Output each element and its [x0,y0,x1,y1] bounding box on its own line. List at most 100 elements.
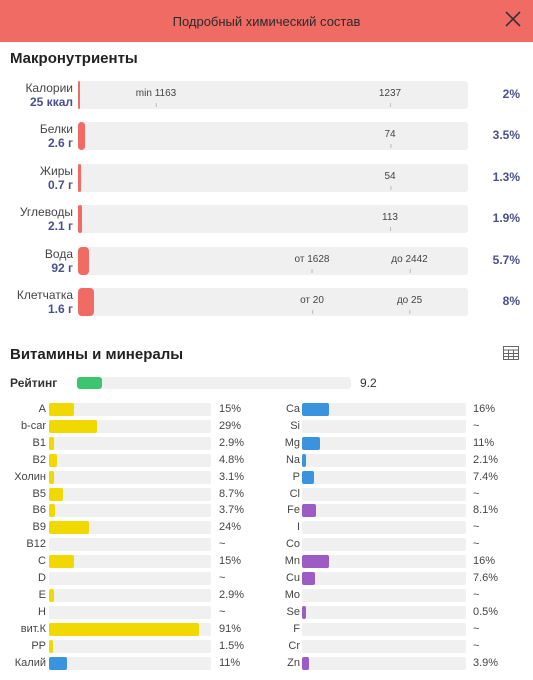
nutrient-name: b-car [20,419,46,432]
nutrient-name: Cr [288,639,300,652]
nutrient-row: Fe 8.1% [0,503,533,519]
norm-marker: от 1628 [295,254,329,273]
nutrient-percent: 3.1% [219,470,245,483]
macro-bar: 113 [78,205,468,233]
nutrient-percent: 2.9% [219,588,245,601]
nutrient-bar [302,538,466,552]
norm-marker-label: от 20 [300,295,324,306]
nutrient-name: Se [286,605,300,618]
rating-value: 9.2 [360,376,377,390]
nutrient-bar [49,555,211,569]
modal-header: Подробный химический состав [0,0,533,42]
nutrient-bar [302,639,466,653]
norm-marker-tick [390,144,391,148]
nutrient-row: A 15% [0,402,533,418]
nutrient-bar [302,622,466,636]
macro-row: Белки 2.6 г 74 3.5% [0,122,533,152]
nutrient-percent: 16% [473,403,496,415]
nutrient-bar [302,453,466,467]
nutrient-row: F ~ [0,622,533,638]
norm-marker: 74 [384,129,396,148]
nutrient-row: Cr ~ [0,639,533,655]
macro-amount: 2.6 г [47,136,73,150]
nutrient-row: Mn 16% [0,554,533,570]
nutrient-name: Холин [14,470,46,483]
norm-marker-label: 1237 [378,88,402,99]
nutrient-name: I [296,521,300,534]
nutrient-name: B2 [32,453,46,466]
nutrient-bar [49,605,211,619]
norm-marker-label: 113 [382,212,398,223]
nutrient-name: Na [285,453,300,466]
nutrient-name: Si [290,419,300,432]
nutrient-bar [302,588,466,602]
nutrient-name: Co [285,538,300,551]
nutrient-bar-fill [49,436,54,450]
nutrient-name: вит.К [20,622,46,635]
nutrient-name: B6 [32,504,46,517]
norm-marker-tick [311,269,313,273]
nutrient-row: Cu 7.6% [0,571,533,587]
nutrient-row: Na 2.1% [0,453,533,469]
nutrient-row: P 7.4% [0,470,533,486]
nutrient-bar-fill [49,588,54,602]
nutrient-percent: 7.4% [473,470,499,483]
nutrient-bar [302,403,466,416]
macro-percent: 3.5% [492,128,520,142]
nutrient-row: B5 8.7% [0,487,533,503]
nutrient-row: I ~ [0,520,533,536]
nutrient-row: B9 24% [0,520,533,536]
norm-marker-tick [390,186,391,190]
nutrient-bar-fill [49,622,200,636]
nutrient-name: Cu [285,572,300,584]
nutrient-bar-fill [49,521,89,535]
norm-marker: 54 [384,171,396,190]
nutrient-percent: ~ [219,605,226,618]
nutrient-name: B5 [32,487,46,500]
macro-percent: 1.9% [492,211,520,225]
nutrient-name: D [38,572,46,584]
norm-marker-tick [389,227,391,231]
macro-name: Жиры [39,164,73,178]
norm-marker-label: 74 [384,129,396,140]
nutrient-bar-fill [49,487,64,501]
norm-marker: от 20 [300,295,324,314]
nutrient-percent: ~ [473,538,480,551]
macro-bar-fill [78,247,89,275]
table-icon[interactable] [503,346,519,360]
nutrient-name: Mo [284,588,300,601]
nutrient-name: PP [31,639,46,652]
nutrient-percent: 1.5% [219,639,245,652]
nutrient-bar-fill [49,453,57,467]
nutrient-name: B9 [32,521,46,534]
nutrient-percent: 11% [219,656,241,669]
macro-name: Вода [44,247,73,261]
macro-row: Углеводы 2.1 г 113 1.9% [0,205,533,235]
macro-row: Вода 92 г от 1628 до 2442 5.7% [0,247,533,277]
nutrient-bar-fill [302,656,309,670]
nutrient-bar [49,403,211,416]
macro-name: Углеводы [19,205,73,219]
nutrient-name: Cl [289,487,300,500]
nutrient-percent: 11% [473,436,495,449]
macro-bar-fill [78,81,80,109]
nutrient-bar [49,436,211,450]
nutrient-percent: 7.6% [473,572,499,584]
nutrient-bar [302,487,466,501]
nutrient-row: b-car 29% [0,419,533,435]
nutrient-row: E 2.9% [0,588,533,604]
nutrient-row: B1 2.9% [0,436,533,452]
close-icon[interactable] [501,7,525,31]
norm-marker-tick [409,269,411,273]
nutrient-row: Ca 16% [0,402,533,418]
nutrient-percent: ~ [219,538,226,551]
nutrient-name: H [38,605,46,618]
norm-marker-tick [156,103,157,107]
nutrient-row: Калий 11% [0,656,533,672]
nutrient-bar-fill [49,555,74,569]
nutrient-percent: ~ [473,622,480,635]
nutrient-bar [302,504,466,518]
nutrient-percent: 0.5% [473,605,499,618]
nutrient-percent: 91% [219,622,242,635]
macro-row: Жиры 0.7 г 54 1.3% [0,164,533,194]
